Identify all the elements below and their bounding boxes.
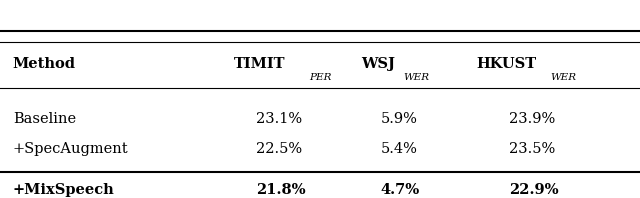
Text: 5.4%: 5.4% [381,143,418,156]
Text: WSJ: WSJ [362,57,396,71]
Text: WER: WER [550,73,577,82]
Text: 23.5%: 23.5% [509,143,555,156]
Text: 22.9%: 22.9% [509,183,559,197]
Text: 4.7%: 4.7% [381,183,420,197]
Text: TIMIT: TIMIT [234,57,285,71]
Text: +MixSpeech: +MixSpeech [13,183,115,197]
Text: 23.9%: 23.9% [509,112,555,126]
Text: Baseline: Baseline [13,112,76,126]
Text: PER: PER [309,73,332,82]
Text: 22.5%: 22.5% [256,143,302,156]
Text: 21.8%: 21.8% [256,183,306,197]
Text: HKUST: HKUST [477,57,537,71]
Text: Method: Method [13,57,76,71]
Text: 23.1%: 23.1% [256,112,302,126]
Text: 5.9%: 5.9% [381,112,418,126]
Text: +SpecAugment: +SpecAugment [13,143,129,156]
Text: WER: WER [403,73,429,82]
